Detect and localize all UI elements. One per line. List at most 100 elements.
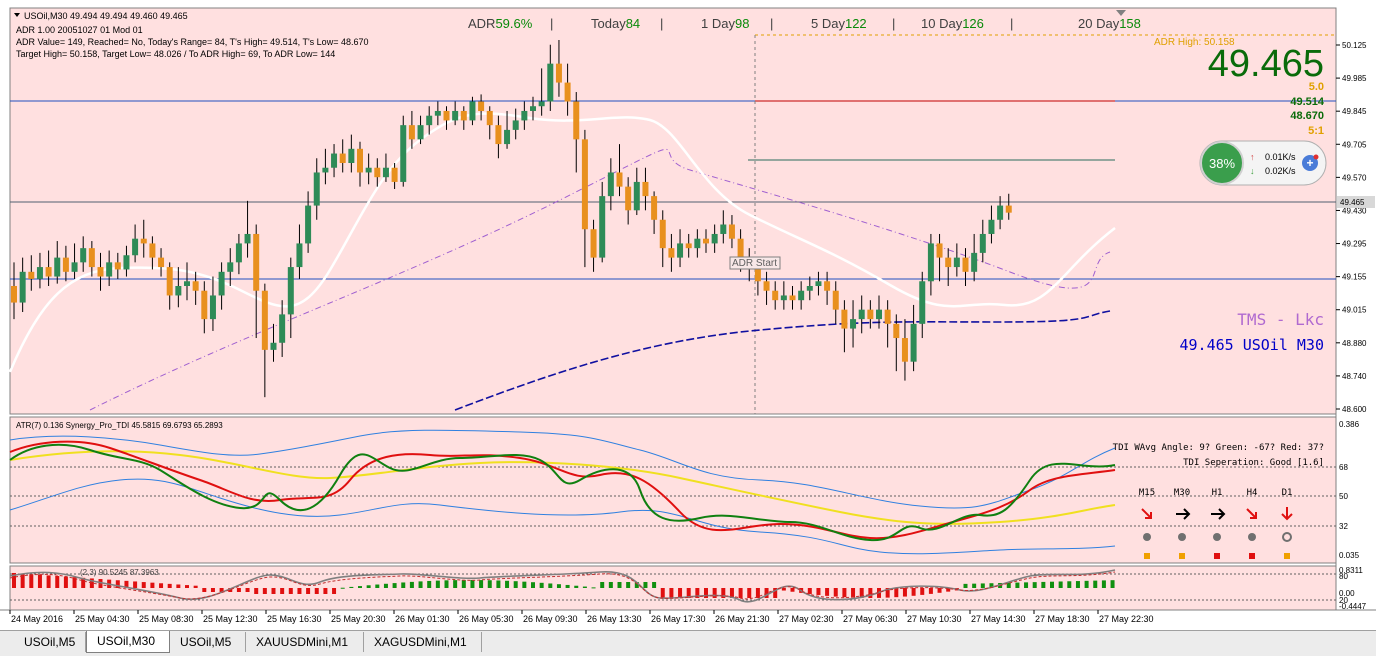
candle-body (408, 125, 415, 140)
candle-body (599, 196, 606, 258)
macd-bar (366, 585, 371, 588)
macd-bar (773, 588, 778, 598)
purple-dashdot-ma (89, 148, 1111, 411)
tab-xagusdmini-m1[interactable]: XAGUSDMini,M1 (364, 632, 482, 652)
candle-body (279, 314, 286, 343)
tdi-angle-text: TDI WAvg Angle: 9? Green: -67? Red: 37? (1113, 443, 1324, 453)
tdi-axis-label: 0.035 (1339, 551, 1360, 560)
tab-usoil-m30[interactable]: USOil,M30 (86, 631, 170, 653)
svg-text:1 Day98: 1 Day98 (701, 16, 749, 31)
candle-body (218, 271, 225, 296)
macd-bar (479, 580, 484, 588)
network-speed-widget[interactable]: 38% ↑ 0.01K/s ↓ 0.02K/s + (1199, 140, 1327, 186)
candle-body (382, 167, 389, 178)
macd-bar (937, 588, 942, 593)
macd-bar (704, 588, 708, 598)
candle-body (158, 257, 165, 268)
tdi-red-line (9, 440, 1116, 540)
tdi-panel-area[interactable] (9, 416, 1337, 564)
candle-body (971, 252, 978, 272)
net-down-rate: 0.02K/s (1265, 166, 1296, 176)
up-arrow-icon: ↑ (1250, 152, 1255, 162)
m15-down-right-arrow-icon (1141, 508, 1152, 519)
tab-usoil-m5-2[interactable]: USOil,M5 (170, 632, 246, 652)
percent-gauge (1200, 141, 1244, 185)
svg-text:20 Day158: 20 Day158 (1078, 16, 1141, 31)
candle-body (945, 257, 952, 268)
day5-label: 5 Day (811, 16, 845, 31)
candle-body (261, 290, 268, 350)
candle-body (564, 82, 571, 102)
candle-body (106, 262, 113, 277)
adr-label: ADR (468, 16, 495, 31)
price-axis-label: 48.740 (1342, 372, 1367, 381)
adr-value: 59.6% (495, 16, 532, 31)
macd-bar (781, 588, 786, 591)
macd-bar (427, 580, 432, 588)
candle-body (486, 110, 493, 126)
macd-bar (98, 579, 103, 588)
tf-label-m30: M30 (1174, 488, 1190, 498)
net-percent: 38% (1209, 156, 1235, 171)
candle-body (728, 224, 735, 239)
candle-body (694, 238, 701, 249)
macd-bar (565, 584, 570, 588)
candle-body (460, 110, 467, 121)
tf-label-h1: H1 (1212, 488, 1223, 498)
candle-body (772, 290, 779, 301)
time-axis-label: 27 May 22:30 (1099, 614, 1154, 624)
tdi-axis-label: 0.386 (1339, 420, 1360, 429)
chart-tab-bar: USOil,M5 USOil,M30 USOil,M5 XAUUSDMini,M… (0, 630, 1376, 656)
candle-body (625, 186, 632, 211)
tdi-axis-label: 32 (1339, 522, 1348, 531)
macd-bar (989, 583, 994, 588)
candle-body (45, 267, 52, 277)
macd-bar (1058, 581, 1063, 588)
macd-bar (747, 588, 752, 598)
main-chart-area[interactable] (9, 7, 1337, 415)
candle-body (876, 309, 882, 320)
price-axis-label: 49.705 (1342, 140, 1367, 149)
candle-body (184, 281, 190, 286)
macd-bar (63, 576, 68, 588)
time-axis-label: 27 May 10:30 (907, 614, 962, 624)
macd-red-dashed-line (9, 571, 1116, 600)
time-axis-label: 25 May 12:30 (203, 614, 258, 624)
candle-body (426, 115, 433, 126)
tab-usoil-m5-1[interactable]: USOil,M5 (14, 632, 86, 652)
plus-circle-icon[interactable] (1302, 155, 1318, 171)
shift-marker-icon[interactable] (1116, 10, 1126, 16)
candle-body (858, 309, 865, 320)
time-axis-label: 25 May 04:30 (75, 614, 130, 624)
time-axis-label: 25 May 16:30 (267, 614, 322, 624)
tab-xauusdmini-m1[interactable]: XAUUSDMini,M1 (246, 632, 364, 652)
symbol-header-line1: USOil,M30 49.494 49.494 49.460 49.465 (24, 11, 188, 21)
candle-body (88, 248, 95, 268)
adr-sep-4: | (892, 16, 895, 31)
macd-bar (115, 580, 120, 588)
time-axis-label: 24 May 2016 (11, 614, 63, 624)
candle-body (36, 267, 43, 279)
collapse-triangle-icon[interactable] (14, 13, 20, 17)
macd-bar (219, 588, 224, 592)
macd-axis-label: 80 (1339, 572, 1348, 581)
macd-bar (1067, 581, 1072, 588)
adr-sep-5: | (1010, 16, 1013, 31)
time-axis-label: 27 May 06:30 (843, 614, 898, 624)
candle-body (754, 267, 761, 282)
price-axis-label: 49.570 (1342, 173, 1367, 182)
candle-body (71, 262, 78, 272)
macd-bar (920, 588, 925, 595)
time-axis-label: 25 May 08:30 (139, 614, 194, 624)
h4-down-right-arrow-icon (1246, 508, 1257, 519)
macd-bar (1084, 580, 1089, 588)
macd-bar (643, 582, 648, 588)
big-price: 49.465 (1208, 43, 1324, 85)
m30-right-arrow-icon (1176, 508, 1191, 520)
day1-value: 98 (735, 16, 749, 31)
white-ema (8, 112, 1116, 373)
macd-bar (383, 583, 388, 588)
macd-bar (29, 574, 34, 588)
macd-bar (531, 582, 535, 588)
